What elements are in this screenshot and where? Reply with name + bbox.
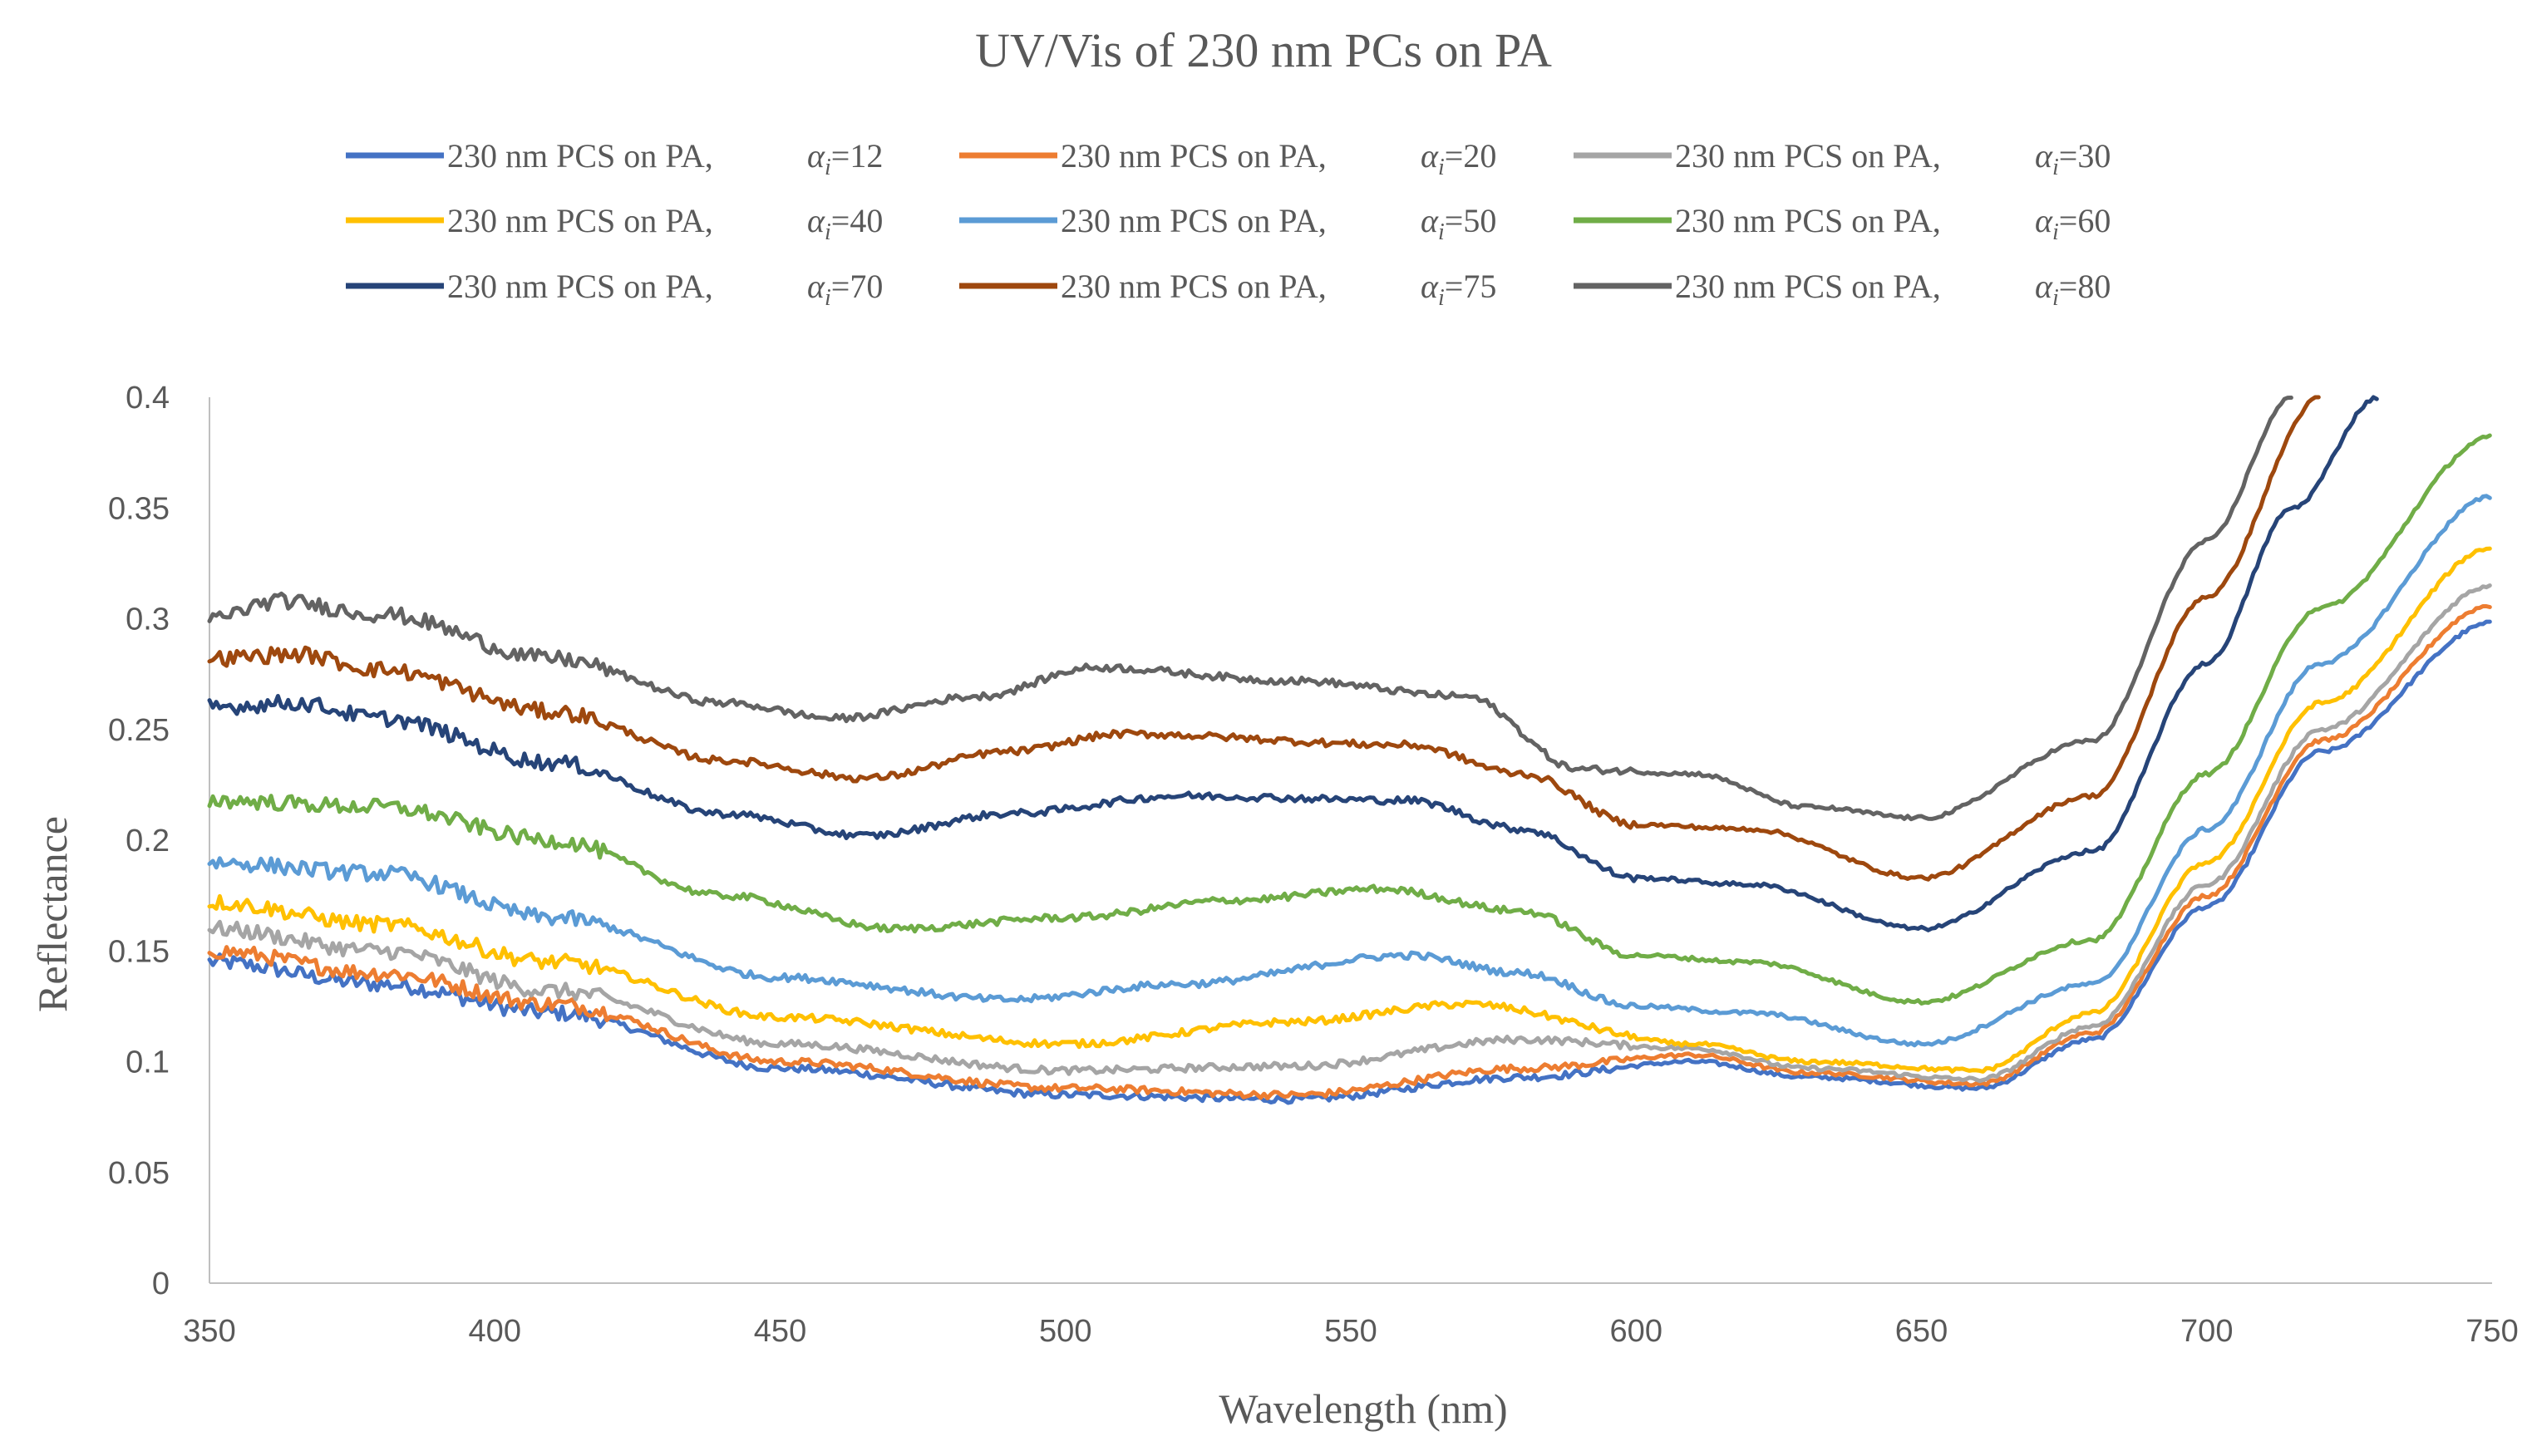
y-tick-label: 0.15 [108,934,170,969]
legend-item: 230 nm PCS on PA, αi=30 [1574,137,2111,180]
y-tick-label: 0 [152,1267,170,1301]
legend-item: 230 nm PCS on PA, αi=60 [1574,202,2111,245]
x-axis-title: Wavelength (nm) [1219,1385,1507,1432]
x-tick-label: 700 [2180,1314,2233,1349]
legend-label: 230 nm PCS on PA, [447,137,713,175]
legend-alpha: αi=12 [807,137,883,180]
y-tick-label: 0.35 [108,491,170,526]
series-line-9 [207,396,2293,822]
series-line-5 [207,494,2492,1048]
x-tick-label: 400 [469,1314,521,1349]
legend-alpha: αi=60 [2035,202,2111,245]
series-line-6 [207,433,2492,1006]
legend-label: 230 nm PCS on PA, [1061,202,1327,239]
x-tick-label: 650 [1895,1314,1948,1349]
y-tick-label: 0.2 [126,824,170,858]
legend-item: 230 nm PCS on PA, αi=12 [346,137,883,180]
legend-item: 230 nm PCS on PA, αi=75 [959,268,1496,311]
legend-label: 230 nm PCS on PA, [1675,202,1941,239]
legend-item: 230 nm PCS on PA, αi=70 [346,268,883,311]
legend-item: 230 nm PCS on PA, αi=80 [1574,268,2111,311]
y-tick-label: 0.05 [108,1156,170,1191]
legend-label: 230 nm PCS on PA, [1061,137,1327,175]
series-line-7 [207,395,2379,932]
x-tick-label: 550 [1324,1314,1377,1349]
series-group [207,395,2492,1105]
legend-label: 230 nm PCS on PA, [1675,268,1941,305]
legend-alpha: αi=20 [1421,137,1496,180]
legend-item: 230 nm PCS on PA, αi=20 [959,137,1496,180]
series-line-2 [207,604,2492,1100]
legend-label: 230 nm PCS on PA, [1061,268,1327,305]
legend: 230 nm PCS on PA, αi=12 230 nm PCS on PA, α… [346,137,2111,311]
legend-alpha: αi=70 [807,268,883,311]
chart-title: UV/Vis of 230 nm PCs on PA [975,23,1552,77]
legend-label: 230 nm PCS on PA, [447,268,713,305]
x-tick-label: 600 [1610,1314,1662,1349]
legend-alpha: αi=50 [1421,202,1496,245]
x-tick-label: 500 [1039,1314,1091,1349]
legend-alpha: αi=80 [2035,268,2111,311]
y-tick-label: 0.4 [126,381,170,416]
series-line-8 [207,395,2321,882]
y-tick-label: 0.1 [126,1045,170,1080]
series-line-4 [207,546,2492,1074]
legend-alpha: αi=30 [2035,137,2111,180]
y-tick-label: 0.25 [108,713,170,748]
series-line-3 [207,583,2492,1084]
x-tick-label: 350 [183,1314,235,1349]
ticks: 0 0.05 0.1 0.15 0.2 0.25 0.3 0.35 0.4 350 400 450 50… [108,381,2519,1349]
legend-alpha: αi=40 [807,202,883,245]
x-tick-label: 750 [2465,1314,2518,1349]
legend-alpha: αi=75 [1421,268,1496,311]
legend-label: 230 nm PCS on PA, [1675,137,1941,175]
series-line-1 [207,619,2492,1105]
y-tick-label: 0.3 [126,603,170,637]
legend-label: 230 nm PCS on PA, [447,202,713,239]
x-tick-label: 450 [754,1314,806,1349]
axes [209,397,2492,1284]
legend-item: 230 nm PCS on PA, αi=40 [346,202,883,245]
y-axis-title: Reflectance [29,816,76,1012]
legend-item: 230 nm PCS on PA, αi=50 [959,202,1496,245]
